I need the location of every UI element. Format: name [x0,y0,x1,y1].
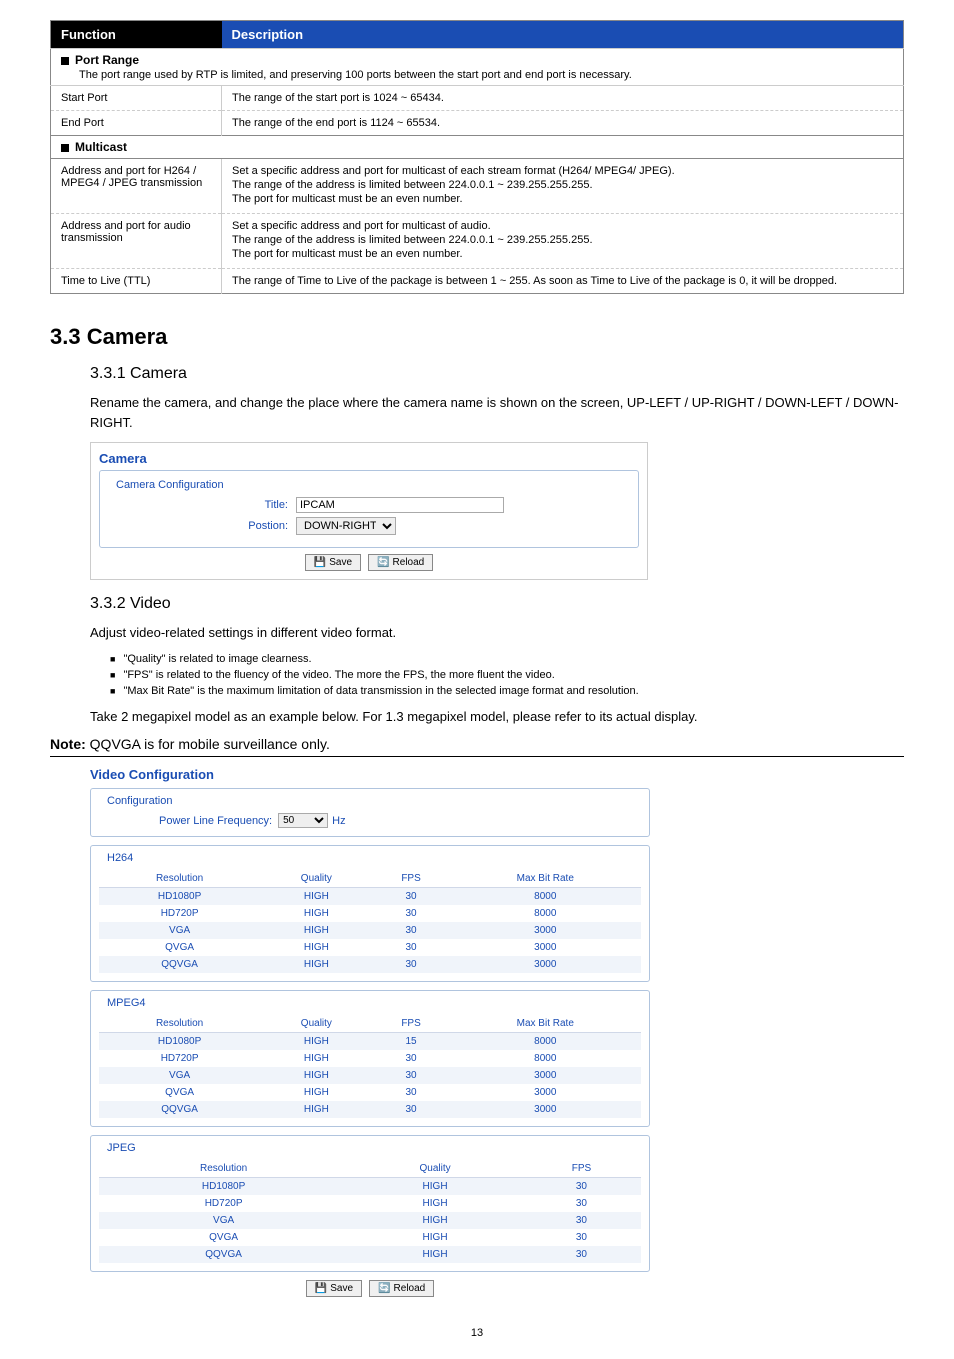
video-bullets: "Quality" is related to image clearness.… [110,653,904,697]
end-port-desc: The range of the end port is 1124 ~ 6553… [222,111,904,136]
start-port-desc: The range of the start port is 1024 ~ 65… [222,86,904,111]
addr-stream-desc: Set a specific address and port for mult… [222,159,904,214]
table-row: QQVGAHIGH303000 [99,1101,641,1118]
video-reload-button[interactable]: 🔄Reload [369,1280,434,1297]
reload-icon: 🔄 [377,557,389,568]
table-row: HD720PHIGH308000 [99,905,641,922]
freq-hz: Hz [332,815,345,827]
table-row: VGAHIGH303000 [99,1067,641,1084]
ttl-desc: The range of Time to Live of the package… [222,269,904,294]
mpeg4-fieldset: MPEG4 ResolutionQualityFPSMax Bit Rate H… [90,990,650,1127]
h264-label: H264 [103,852,137,864]
heading-3-3: 3.3 Camera [50,324,904,350]
save-icon: 💾 [315,1283,327,1294]
table-row: HD1080PHIGH158000 [99,1033,641,1051]
text-3-3-2: Adjust video-related settings in differe… [90,623,904,643]
camera-panel: Camera Camera Configuration Title: Posti… [90,442,648,580]
table-row: QVGAHIGH303000 [99,939,641,956]
jpeg-fieldset: JPEG ResolutionQualityFPS HD1080PHIGH30H… [90,1135,650,1272]
freq-select[interactable]: 50 [278,813,328,828]
reload-icon: 🔄 [378,1283,390,1294]
camera-panel-title: Camera [99,451,639,466]
camera-config-label: Camera Configuration [112,479,228,491]
video-save-button[interactable]: 💾Save [306,1280,362,1297]
camera-position-select[interactable]: DOWN-RIGHT [296,517,396,535]
save-icon: 💾 [314,557,326,568]
table-row: HD720PHIGH30 [99,1195,641,1212]
func-header: Function [51,21,222,49]
addr-audio-desc: Set a specific address and port for mult… [222,214,904,269]
table-row: VGAHIGH30 [99,1212,641,1229]
table-row: VGAHIGH303000 [99,922,641,939]
video-config-panel: Video Configuration Configuration Power … [90,767,650,1297]
h264-fieldset: H264 ResolutionQualityFPSMax Bit Rate HD… [90,845,650,982]
note-line: Note: QQVGA is for mobile surveillance o… [50,736,904,752]
multicast-title: Multicast [75,140,127,154]
mpeg4-label: MPEG4 [103,997,150,1009]
heading-3-3-1: 3.3.1 Camera [90,365,904,383]
function-table: Function Description Port Range The port… [50,20,904,294]
table-row: QQVGAHIGH303000 [99,956,641,973]
multicast-section: Multicast [51,136,904,159]
jpeg-label: JPEG [103,1142,140,1154]
heading-3-3-2: 3.3.2 Video [90,595,904,613]
table-row: QVGAHIGH30 [99,1229,641,1246]
camera-title-label: Title: [108,499,296,511]
camera-save-button[interactable]: 💾Save [305,554,361,571]
port-range-title: Port Range [75,53,139,67]
ttl-label: Time to Live (TTL) [51,269,222,294]
start-port-label: Start Port [51,86,222,111]
h264-table: ResolutionQualityFPSMax Bit Rate HD1080P… [99,870,641,973]
table-row: HD1080PHIGH308000 [99,888,641,906]
video-panel-title: Video Configuration [90,767,650,782]
port-range-desc: The port range used by RTP is limited, a… [79,69,893,81]
jpeg-table: ResolutionQualityFPS HD1080PHIGH30HD720P… [99,1160,641,1263]
desc-header: Description [222,21,904,49]
bullet-quality: "Quality" is related to image clearness. [110,653,904,665]
addr-stream-label: Address and port for H264 / MPEG4 / JPEG… [51,159,222,214]
text-3-3-1: Rename the camera, and change the place … [90,393,904,432]
mpeg4-table: ResolutionQualityFPSMax Bit Rate HD1080P… [99,1015,641,1118]
camera-title-input[interactable] [296,497,504,513]
freq-label: Power Line Frequency: [159,815,272,827]
camera-reload-button[interactable]: 🔄Reload [368,554,433,571]
bullet-fps: "FPS" is related to the fluency of the v… [110,669,904,681]
addr-audio-label: Address and port for audio transmission [51,214,222,269]
port-range-section: Port Range The port range used by RTP is… [51,49,904,86]
end-port-label: End Port [51,111,222,136]
camera-position-label: Postion: [108,520,296,532]
table-row: QVGAHIGH303000 [99,1084,641,1101]
table-row: HD1080PHIGH30 [99,1178,641,1196]
bullet-maxbitrate: "Max Bit Rate" is the maximum limitation… [110,685,904,697]
table-row: QQVGAHIGH30 [99,1246,641,1263]
text-3-3-2b: Take 2 megapixel model as an example bel… [90,707,904,727]
config-fieldset-label: Configuration [103,795,176,807]
page-number: 13 [50,1327,904,1339]
table-row: HD720PHIGH308000 [99,1050,641,1067]
note-rule [50,756,904,757]
